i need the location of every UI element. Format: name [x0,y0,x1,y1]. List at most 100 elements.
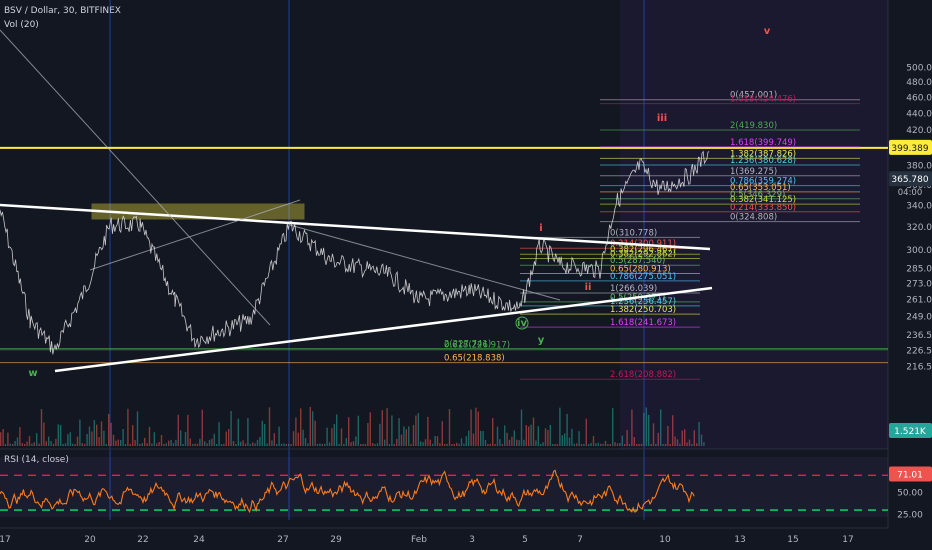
volume-bar [525,425,527,446]
volume-bar [585,418,587,446]
volume-bar [237,418,239,446]
fib-label-13: 0(310.778) [610,228,657,238]
time-tick-2: 22 [137,535,148,545]
volume-bar [376,443,379,446]
volume-bar [415,415,417,446]
volume-bar [403,426,405,446]
volume-bar [386,408,388,446]
price-tick-15: 226.50 [906,346,932,356]
volume-bar [218,422,220,446]
trendline-0 [0,203,711,251]
volume-bar [676,439,679,446]
volume-bar [573,443,575,446]
volume-bar [607,444,609,446]
time-tick-12: 15 [787,535,798,545]
fib-label-3: 1.618(399.749) [730,138,796,148]
volume-bar [192,443,194,446]
volume-bar [314,420,316,446]
volume-bar [444,443,446,446]
volume-bar [506,432,508,446]
volume-bar [504,425,506,446]
volume-bar [276,444,278,446]
volume-bar [129,443,131,446]
fib-label-12: 0(324.808) [730,213,777,223]
volume-bar [616,443,619,446]
volume-bar [568,437,571,446]
fib-label-27: 0.65(218.838) [444,354,505,364]
volume-bar [489,443,491,446]
volume-bar [559,407,561,446]
rsi-line [0,469,695,514]
volume-bar [252,442,254,446]
volume-bar [703,442,705,446]
volume-bar [472,433,475,446]
time-tick-4: 27 [277,535,288,545]
volume-bar [684,429,686,446]
volume-bar [290,443,292,446]
volume-bar [43,422,45,446]
volume-bar [14,440,16,446]
volume-bar [307,443,309,446]
volume-bar [67,434,69,446]
fib-label-18: 0.65(280.913) [610,264,671,274]
volume-bar [633,436,635,446]
fib-label-23: 1.382(250.703) [610,305,676,315]
fib-label-26: 0.618(226.917) [444,341,510,351]
volume-bar [122,428,124,446]
volume-bar [422,442,424,446]
marked-level-badge-bg [889,139,932,155]
volume-bar [271,440,273,446]
volume-bar [501,443,503,446]
fib-label-25: 2(227.741) [444,339,491,349]
price-tick-12: 261.00 [906,296,932,306]
volume-bar [160,434,163,446]
volume-bar [324,443,326,446]
volume-bar [297,432,299,446]
trendline-2 [0,29,271,326]
volume-bar [492,418,494,446]
rsi-badge: 71.01 [897,470,923,480]
price-tick-1: 480.00 [906,78,932,88]
volume-bar [578,431,580,446]
volume-bar [292,431,295,446]
volume-bar [268,407,271,446]
volume-bar [184,432,187,446]
volume-bar [328,442,331,446]
volume-bar [96,424,98,446]
volume-bar [19,427,21,446]
volume-bar [372,443,374,446]
volume-bar [74,443,76,446]
volume-bar [508,439,511,446]
volume-bar [26,441,28,446]
time-tick-10: 10 [659,535,671,545]
volume-bar [566,413,568,446]
volume-bar [211,438,213,446]
volume-bar [240,441,242,446]
volume-bar [60,424,62,446]
volume-bar [48,436,50,446]
rsi-tick-1: 50.00 [897,489,923,499]
volume-bar [148,426,151,446]
volume-bar [458,443,460,446]
volume-bar [619,443,621,446]
volume-bar [388,443,391,446]
volume-bar [655,443,657,446]
wave-label-iv: iv [517,318,527,329]
volume-bar [576,443,578,446]
volume-bar [343,443,345,446]
volume-bar [2,429,4,446]
price-tick-7: 340.00 [906,201,932,211]
volume-bar [24,443,26,446]
trendline-3 [289,224,561,301]
volume-bar [595,443,597,446]
volume-bar [196,443,199,446]
volume-bar [408,426,410,446]
volume-bar [480,430,482,446]
volume-bar [345,438,347,446]
volume-bar [266,443,268,446]
volume-bar [220,443,223,446]
volume-bar [391,415,393,446]
volume-bar [674,436,676,446]
